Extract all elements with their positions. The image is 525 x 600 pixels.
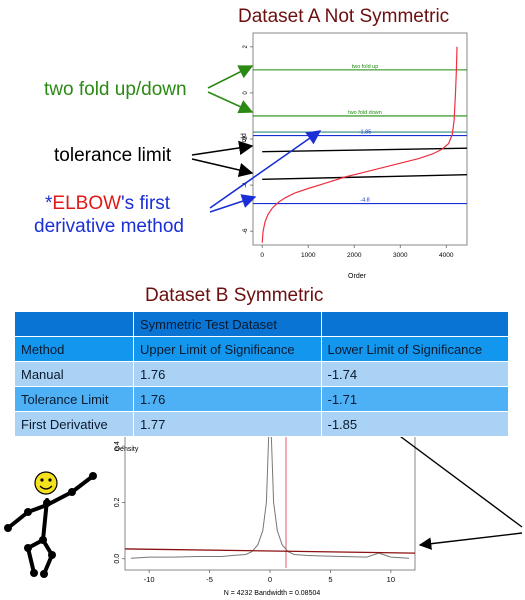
chart-b-xlabel: N = 4232 Bandwidth = 0.08504 <box>224 590 321 597</box>
arrow-two-fold-down <box>207 91 254 114</box>
table-header-row: Method Upper Limit of Significance Lower… <box>14 336 509 362</box>
y-tick-label: 0.2 <box>114 497 121 507</box>
significance-table: Symmetric Test Dataset Method Upper Limi… <box>14 311 509 437</box>
table-cell <box>320 311 509 337</box>
x-tick-label: 1000 <box>301 252 316 259</box>
x-tick-label: 2000 <box>347 252 362 259</box>
table-cell <box>14 311 134 337</box>
chart-b-trend-line <box>124 548 416 554</box>
table-cell: Manual <box>14 361 134 387</box>
chart-b-ylabel: Density <box>115 446 139 453</box>
table-row: First Derivative 1.77 -1.85 <box>14 411 509 437</box>
annotation-elbow: *ELBOW's first <box>45 193 170 215</box>
x-tick-label: 3000 <box>393 252 408 259</box>
stick-figure-joints <box>4 472 97 578</box>
annotation-two-fold: two fold up/down <box>44 79 187 100</box>
x-tick-label: 0 <box>268 575 272 584</box>
table-group-header-row: Symmetric Test Dataset <box>14 311 509 337</box>
arrow-table-cell <box>383 424 523 528</box>
threshold-label: -1.85 <box>359 130 372 136</box>
chart-a-fold-curve <box>261 46 458 243</box>
annotation-elbow-star: * <box>45 193 53 214</box>
chart-a-x-axis: 0 1000 2000 3000 4000 <box>260 245 454 259</box>
table-group-header: Symmetric Test Dataset <box>133 311 322 337</box>
table-cell: -1.74 <box>320 361 509 387</box>
table-cell: 1.76 <box>133 361 322 387</box>
tolerance-line <box>262 147 468 153</box>
table-row: Manual 1.76 -1.74 <box>14 361 509 387</box>
chart-b-density-curve <box>130 428 410 559</box>
table-title: Dataset B Symmetric <box>145 285 324 306</box>
y-tick-label: 0.4 <box>114 441 121 451</box>
x-tick-label: -10 <box>144 575 155 584</box>
threshold-label: -4.8 <box>360 198 369 204</box>
chart-a-y-axis: 2 0 -2 -4 -6 <box>243 44 253 234</box>
table-cell: -1.71 <box>320 386 509 412</box>
arrow-tolerance-upper <box>191 140 254 156</box>
chart-b-y-axis: 0.0 0.2 0.4 <box>114 441 125 564</box>
x-tick-label: 5 <box>328 575 332 584</box>
arrow-two-fold-up <box>207 65 254 89</box>
arrow-elbow-lower <box>209 194 257 213</box>
arrow-elbow-upper <box>209 130 322 209</box>
annotation-derivative-method: derivative method <box>34 216 184 237</box>
table-cell: -1.85 <box>320 411 509 437</box>
y-tick-label: -6 <box>243 228 249 234</box>
x-tick-label: 4000 <box>439 252 454 259</box>
table-cell: Tolerance Limit <box>14 386 134 412</box>
x-tick-label: 0 <box>260 252 264 259</box>
smiley-face-icon <box>34 471 58 495</box>
x-tick-label: 10 <box>387 575 395 584</box>
column-header: Lower Limit of Significance <box>320 336 509 362</box>
chart-b-frame <box>124 417 416 571</box>
chart-a-ylabel: Fold <box>241 133 248 147</box>
y-tick-label: 0 <box>243 91 249 95</box>
chart-a-title: Dataset A Not Symmetric <box>238 6 450 27</box>
arrow-density-trend <box>418 532 523 550</box>
chart-a-xlabel: Order <box>348 273 367 280</box>
chart-a-threshold-lines: two fold up two fold down -1.85 -4.8 <box>253 64 468 205</box>
table-cell: 1.76 <box>133 386 322 412</box>
arrow-tolerance-lower <box>191 158 254 178</box>
y-tick-label: -2 <box>243 136 249 142</box>
y-tick-label: 2 <box>243 44 249 48</box>
column-header: Method <box>14 336 134 362</box>
x-tick-label: -5 <box>206 575 213 584</box>
column-header: Upper Limit of Significance <box>133 336 322 362</box>
table-cell: First Derivative <box>14 411 134 437</box>
threshold-label: two fold up <box>352 64 379 70</box>
annotation-tolerance-limit: tolerance limit <box>54 145 172 166</box>
chart-b-x-axis: -10 -5 0 5 10 <box>144 570 395 584</box>
annotation-elbow-word: ELBOW <box>52 193 122 214</box>
y-tick-label: -4 <box>243 182 249 188</box>
annotation-elbow-rest: 's first <box>121 193 171 214</box>
table-row: Tolerance Limit 1.76 -1.71 <box>14 386 509 412</box>
y-tick-label: 0.0 <box>114 554 121 564</box>
table-cell: 1.77 <box>133 411 322 437</box>
tolerance-line <box>262 174 468 181</box>
threshold-label: two fold down <box>348 110 382 116</box>
